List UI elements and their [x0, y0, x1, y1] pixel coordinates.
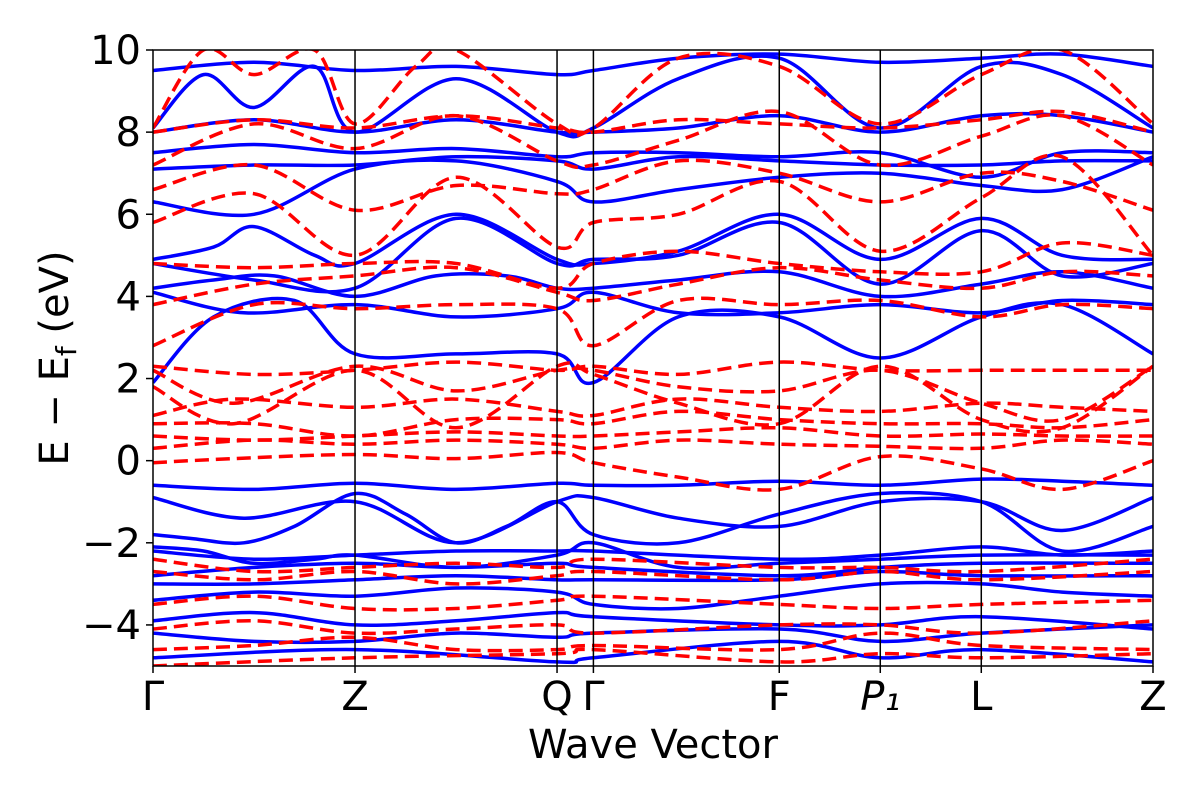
y-tick-label: 10 — [90, 28, 141, 74]
x-axis: Γ Z Q Γ F P₁ L Z — [142, 666, 1167, 720]
y-tick-label: 6 — [116, 192, 141, 238]
solid-band-12 — [153, 290, 1153, 319]
x-tick-label: Γ — [582, 674, 605, 720]
solid-band-6 — [153, 545, 1153, 562]
solid-band-5 — [153, 561, 1153, 578]
solid-band-19 — [153, 111, 1153, 135]
solid-band-2 — [153, 610, 1153, 631]
solid-band-3 — [153, 580, 1153, 611]
dashed-band-3 — [153, 594, 1153, 612]
dashed-band-16 — [153, 240, 1153, 290]
x-tick-label: L — [970, 674, 993, 720]
dashed-band-1 — [153, 631, 1153, 653]
dashed-band-6 — [153, 450, 1153, 492]
dashed-band-15 — [153, 265, 1153, 307]
y-axis: 10 8 6 4 2 0 −2 −4 — [82, 28, 153, 649]
solid-band-8 — [153, 490, 1153, 554]
dashed-band-17 — [153, 153, 1153, 258]
y-tick-label: 8 — [116, 110, 141, 156]
dashed-band-2 — [153, 619, 1153, 636]
y-tick-label: −4 — [82, 603, 141, 649]
solid-band-1 — [153, 623, 1153, 645]
solid-band-17 — [153, 154, 1153, 171]
x-tick-label: P₁ — [860, 674, 900, 720]
dashed-band-20 — [153, 109, 1153, 135]
y-tick-label: 0 — [116, 439, 141, 485]
y-axis-title: E − Ef (eV) — [32, 250, 83, 465]
solid-band-21 — [153, 52, 1153, 77]
x-tick-label: Γ — [142, 674, 165, 720]
solid-band-7 — [153, 540, 1153, 571]
solid-band-16 — [153, 155, 1153, 218]
dashed-band-7 — [153, 438, 1153, 451]
dashed-band-18 — [153, 158, 1153, 213]
x-tick-label: F — [768, 674, 791, 720]
y-tick-label: −2 — [82, 521, 141, 567]
dashed-band-10 — [153, 397, 1153, 418]
x-tick-label: Q — [541, 674, 572, 720]
y-tick-label: 2 — [116, 357, 141, 403]
y-tick-label: 4 — [116, 274, 141, 320]
dashed-band-5 — [153, 557, 1153, 574]
plot-frame — [152, 49, 1154, 667]
dashed-band-14 — [153, 296, 1153, 348]
x-tick-label: Z — [1139, 674, 1166, 720]
dashed-band-13 — [153, 360, 1153, 377]
bands-layer — [153, 50, 1153, 666]
solid-band-4 — [153, 569, 1153, 586]
dashed-band-9 — [153, 409, 1153, 438]
high-symmetry-lines — [354, 50, 983, 666]
dashed-band-21 — [153, 50, 1153, 137]
y-axis-title-unit: (eV) — [32, 250, 78, 346]
dashed-band-12 — [153, 364, 1153, 423]
dashed-band-19 — [153, 109, 1153, 170]
x-tick-label: Z — [341, 674, 368, 720]
y-axis-title-subscript: f — [50, 345, 83, 356]
dashed-band-4 — [153, 569, 1153, 586]
solid-band-15 — [153, 212, 1153, 268]
solid-band-10 — [153, 477, 1153, 492]
solid-band-9 — [153, 493, 1153, 545]
x-axis-title: Wave Vector — [528, 722, 779, 768]
y-axis-title-main: E − E — [32, 356, 78, 466]
